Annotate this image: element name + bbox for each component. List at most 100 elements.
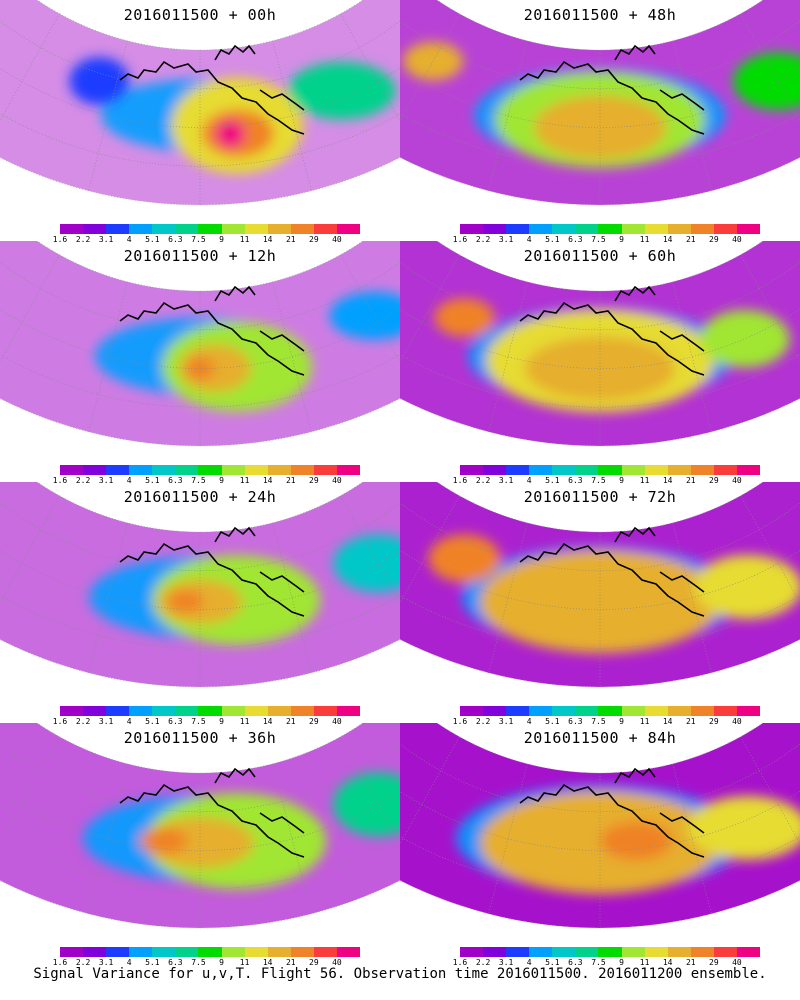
figure-caption: Signal Variance for u,v,T. Flight 56. Ob… bbox=[33, 966, 767, 982]
colorbar-swatch bbox=[736, 947, 761, 957]
colorbar-tick-label: 14 bbox=[662, 476, 673, 485]
colorbar-tick-label: 21 bbox=[685, 717, 696, 726]
colorbar-tick-label: 6.3 bbox=[568, 958, 583, 967]
colorbar-tick-label: 1.6 bbox=[52, 958, 68, 967]
colorbar-tick-label: 3.1 bbox=[98, 476, 114, 485]
colorbar-tick-label: 7.5 bbox=[191, 476, 206, 485]
colorbar-swatch bbox=[621, 465, 645, 475]
colorbar-swatch bbox=[60, 224, 84, 234]
variance-contour bbox=[185, 357, 215, 380]
colorbar-swatch bbox=[736, 465, 761, 475]
variance-map bbox=[400, 0, 800, 206]
colorbar-ticks: 1.6 2.2 3.1 4 5.1 6.3 7.5 9 11 14 21 29 40 bbox=[453, 717, 760, 727]
colorbar-swatch bbox=[506, 706, 530, 716]
colorbar-tick-label: 1.6 bbox=[452, 476, 468, 485]
colorbar-swatch bbox=[667, 465, 691, 475]
variance-map bbox=[400, 482, 800, 688]
colorbar-swatch bbox=[598, 947, 622, 957]
variance-map bbox=[400, 241, 800, 447]
colorbar-tick-label: 21 bbox=[685, 476, 696, 485]
colorbar bbox=[460, 947, 761, 957]
colorbar-swatch bbox=[313, 947, 337, 957]
colorbar-swatch bbox=[152, 465, 176, 475]
map-panel: 2016011500 + 60h 1.6 2.2 3.1 4 5.1 6.3 7.5 9 11 14… bbox=[400, 241, 800, 485]
coastline bbox=[519, 526, 705, 617]
colorbar-tick-label: 4 bbox=[526, 476, 532, 485]
colorbar bbox=[60, 465, 361, 475]
colorbar-swatch bbox=[198, 947, 222, 957]
variance-contour bbox=[333, 534, 400, 593]
colorbar-swatch bbox=[267, 224, 291, 234]
colorbar-tick-label: 7.5 bbox=[591, 958, 606, 967]
colorbar-swatch bbox=[83, 465, 107, 475]
colorbar-tick-label: 21 bbox=[685, 235, 696, 244]
variance-contour bbox=[600, 821, 673, 861]
colorbar-swatch bbox=[575, 224, 599, 234]
colorbar-swatch bbox=[290, 465, 314, 475]
panel-title: 2016011500 + 36h bbox=[123, 729, 277, 747]
colorbar-tick-label: 14 bbox=[262, 717, 273, 726]
colorbar-swatch bbox=[552, 947, 576, 957]
graticule bbox=[0, 254, 400, 446]
colorbar-ticks: 1.6 2.2 3.1 4 5.1 6.3 7.5 9 11 14 21 29 40 bbox=[453, 235, 760, 245]
map-panel: 2016011500 + 48h 1.6 2.2 3.1 4 5.1 6.3 7.5 9 11 14… bbox=[400, 0, 800, 244]
colorbar-swatch bbox=[267, 465, 291, 475]
colorbar-tick-label: 21 bbox=[285, 717, 296, 726]
colorbar-swatch bbox=[713, 706, 737, 716]
colorbar-tick-label: 40 bbox=[332, 717, 342, 726]
colorbar-ticks: 1.6 2.2 3.1 4 5.1 6.3 7.5 9 11 14 21 29 40 bbox=[453, 958, 760, 968]
colorbar-swatch bbox=[244, 224, 268, 234]
graticule bbox=[400, 495, 800, 687]
colorbar-tick-label: 40 bbox=[332, 235, 342, 244]
colorbar-swatch bbox=[175, 947, 199, 957]
coastline bbox=[119, 767, 305, 858]
colorbar-swatch bbox=[506, 465, 530, 475]
colorbar-swatch bbox=[575, 947, 599, 957]
colorbar-tick-label: 21 bbox=[285, 235, 296, 244]
colorbar-swatch bbox=[313, 706, 337, 716]
colorbar-swatch bbox=[529, 224, 553, 234]
colorbar-tick-label: 29 bbox=[709, 958, 719, 967]
shaded-field bbox=[0, 241, 400, 446]
panel-title: 2016011500 + 00h bbox=[123, 6, 277, 24]
colorbar-swatch bbox=[152, 706, 176, 716]
variance-contour bbox=[733, 52, 800, 111]
colorbar-tick-label: 4 bbox=[126, 717, 132, 726]
variance-contour bbox=[534, 95, 666, 160]
colorbar-tick-label: 3.1 bbox=[498, 476, 514, 485]
colorbar bbox=[460, 465, 761, 475]
colorbar-swatch bbox=[713, 947, 737, 957]
colorbar-swatch bbox=[313, 465, 337, 475]
panel-title: 2016011500 + 12h bbox=[123, 247, 277, 265]
colorbar-swatch bbox=[529, 706, 553, 716]
colorbar-swatch bbox=[483, 465, 507, 475]
colorbar-swatch bbox=[129, 947, 153, 957]
colorbar-swatch bbox=[221, 465, 245, 475]
variance-contour bbox=[215, 119, 246, 149]
colorbar-tick-label: 1.6 bbox=[452, 235, 468, 244]
colorbar-tick-label: 4 bbox=[526, 958, 532, 967]
colorbar-swatch bbox=[483, 947, 507, 957]
colorbar-tick-label: 29 bbox=[709, 235, 719, 244]
colorbar-swatch bbox=[175, 224, 199, 234]
colorbar-swatch bbox=[575, 706, 599, 716]
colorbar-swatch bbox=[460, 947, 484, 957]
colorbar-tick-label: 2.2 bbox=[475, 235, 491, 244]
coastline bbox=[519, 285, 705, 376]
variance-map bbox=[0, 241, 400, 447]
colorbar-swatch bbox=[575, 465, 599, 475]
variance-contour bbox=[167, 590, 204, 613]
colorbar-swatch bbox=[290, 706, 314, 716]
colorbar-swatch bbox=[198, 706, 222, 716]
colorbar-tick-label: 2.2 bbox=[75, 958, 91, 967]
colorbar bbox=[60, 706, 361, 716]
colorbar-tick-label: 21 bbox=[285, 476, 296, 485]
coastline bbox=[519, 767, 705, 858]
shaded-field bbox=[400, 241, 800, 446]
shaded-field bbox=[0, 482, 400, 687]
colorbar-swatch bbox=[60, 465, 84, 475]
colorbar-swatch bbox=[129, 465, 153, 475]
colorbar-tick-label: 4 bbox=[126, 476, 132, 485]
colorbar-swatch bbox=[483, 224, 507, 234]
colorbar-tick-label: 2.2 bbox=[475, 717, 491, 726]
